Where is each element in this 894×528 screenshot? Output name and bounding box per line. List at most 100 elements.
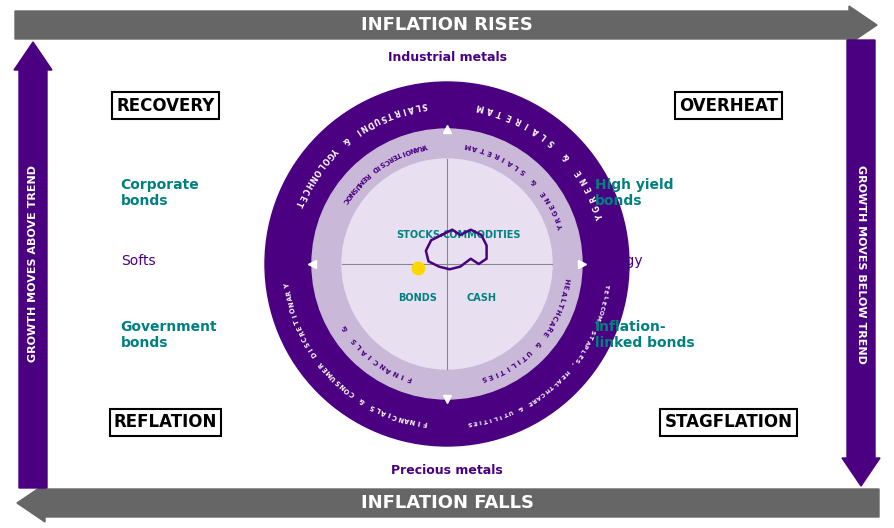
Text: C: C	[599, 305, 604, 310]
Text: I: I	[488, 416, 492, 421]
Text: T: T	[479, 146, 486, 153]
Text: N: N	[397, 414, 404, 421]
Text: L: L	[356, 342, 363, 350]
Text: L: L	[558, 296, 565, 303]
Text: A: A	[472, 144, 478, 151]
Text: M: M	[355, 177, 365, 186]
Text: T: T	[395, 150, 402, 158]
Text: A: A	[535, 393, 542, 400]
Text: I: I	[417, 419, 420, 425]
Text: GROWTH MOVES BELOW TREND: GROWTH MOVES BELOW TREND	[856, 165, 866, 363]
Text: Y: Y	[558, 224, 565, 230]
Text: BONDS: BONDS	[399, 294, 437, 303]
Text: &: &	[517, 403, 523, 410]
Text: Inflation-
linked bonds: Inflation- linked bonds	[595, 320, 694, 351]
Text: &: &	[358, 396, 367, 404]
Text: S: S	[378, 159, 385, 167]
Text: L: L	[375, 406, 382, 412]
Text: S: S	[369, 402, 376, 410]
Text: L: L	[552, 380, 558, 386]
Text: E: E	[561, 284, 569, 290]
Text: H: H	[562, 277, 569, 284]
Text: INFLATION FALLS: INFLATION FALLS	[360, 494, 534, 512]
Text: I: I	[353, 127, 361, 136]
Text: R: R	[514, 115, 523, 126]
Text: Industrial metals: Industrial metals	[387, 51, 507, 64]
FancyArrow shape	[17, 484, 879, 522]
Text: N: N	[409, 417, 416, 425]
Text: E: E	[296, 193, 307, 201]
Text: T: T	[293, 200, 303, 208]
Text: E: E	[486, 148, 493, 156]
Text: T: T	[519, 353, 527, 361]
Text: E: E	[576, 352, 582, 358]
Text: P: P	[582, 343, 588, 349]
Text: E: E	[584, 185, 595, 194]
Text: A: A	[403, 416, 410, 423]
Text: R: R	[588, 194, 599, 203]
Text: L: L	[539, 131, 549, 141]
Text: E: E	[322, 365, 329, 372]
Text: T: T	[293, 318, 301, 325]
Text: R: R	[363, 171, 371, 179]
Text: A: A	[380, 408, 387, 415]
Text: RECOVERY: RECOVERY	[116, 97, 215, 115]
Text: C: C	[383, 157, 390, 165]
Text: I: I	[387, 411, 392, 417]
Text: E: E	[603, 289, 608, 294]
Text: Softs: Softs	[121, 254, 156, 268]
Text: I: I	[478, 419, 481, 424]
Text: A: A	[360, 347, 368, 355]
Text: Energy: Energy	[595, 254, 643, 268]
Text: R: R	[392, 107, 401, 117]
Text: D: D	[310, 350, 318, 358]
Text: A: A	[555, 376, 562, 383]
Text: I: I	[401, 372, 405, 379]
Text: T: T	[603, 284, 609, 289]
Text: STAGFLATION: STAGFLATION	[664, 413, 793, 431]
Text: Y: Y	[285, 284, 291, 289]
Text: Y: Y	[595, 213, 605, 221]
Text: L: L	[315, 161, 325, 171]
Text: C: C	[392, 412, 399, 419]
Text: N: N	[338, 382, 347, 390]
Text: I: I	[493, 370, 498, 377]
Text: O: O	[404, 147, 411, 155]
Text: R: R	[555, 216, 562, 223]
Text: S: S	[547, 137, 557, 147]
Text: R: R	[285, 289, 292, 295]
Text: C: C	[539, 390, 545, 397]
Text: S: S	[481, 374, 487, 382]
Text: N: N	[306, 173, 317, 183]
Text: A: A	[507, 158, 514, 166]
Text: R: R	[299, 329, 306, 336]
Text: L: L	[579, 348, 586, 354]
Text: STOCKS: STOCKS	[396, 230, 440, 240]
Text: H: H	[544, 386, 550, 393]
Text: &: &	[342, 324, 350, 332]
Text: Precious metals: Precious metals	[392, 464, 502, 477]
Text: U: U	[371, 115, 381, 126]
Text: T: T	[502, 410, 508, 417]
Text: A: A	[413, 144, 420, 152]
Text: E: E	[359, 174, 367, 182]
Text: M: M	[476, 102, 485, 112]
Text: A: A	[486, 104, 494, 115]
Text: T: T	[498, 367, 505, 374]
Text: S: S	[589, 329, 595, 335]
Text: E: E	[487, 372, 493, 380]
Text: S: S	[350, 185, 358, 193]
Text: R: R	[544, 324, 552, 332]
Text: S: S	[573, 356, 579, 363]
Text: E: E	[600, 299, 606, 305]
Text: C: C	[349, 390, 356, 397]
Circle shape	[342, 159, 552, 369]
Text: CASH: CASH	[467, 294, 496, 303]
Text: T: T	[495, 107, 503, 118]
Text: A: A	[531, 125, 541, 136]
Text: C: C	[299, 186, 309, 195]
Text: M: M	[464, 142, 472, 149]
Text: O: O	[310, 167, 321, 177]
Text: N: N	[544, 195, 552, 203]
Text: O: O	[343, 192, 352, 201]
